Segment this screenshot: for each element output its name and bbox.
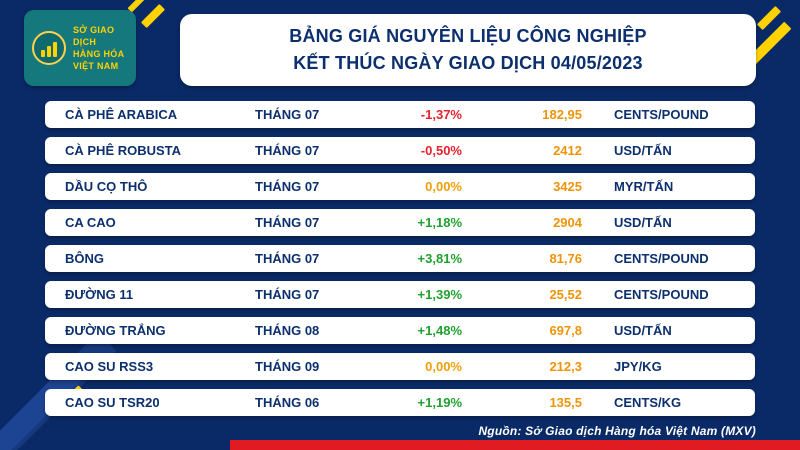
commodity-row: CAO SU TSR20 THÁNG 06 +1,19% 135,5 CENTS… — [45, 389, 755, 416]
contract-month: THÁNG 07 — [255, 251, 320, 266]
price-unit: CENTS/KG — [614, 395, 682, 410]
logo-line-2: HÀNG HÓA — [73, 49, 125, 59]
price-value: 697,8 — [549, 323, 582, 338]
commodity-name: DẦU CỌ THÔ — [65, 179, 148, 194]
change-percent: +1,39% — [417, 287, 462, 302]
change-percent: -1,37% — [420, 107, 462, 122]
contract-month: THÁNG 06 — [255, 395, 320, 410]
logo-line-3: VIỆT NAM — [73, 61, 119, 72]
price-value: 212,3 — [549, 359, 582, 374]
change-percent: +1,18% — [417, 215, 462, 230]
price-unit: USD/TẤN — [614, 323, 672, 338]
price-value: 81,76 — [549, 251, 582, 266]
commodity-name: CAO SU RSS3 — [65, 359, 154, 374]
price-value: 25,52 — [549, 287, 582, 302]
price-value: 2904 — [553, 215, 582, 230]
price-table: CÀ PHÊ ARABICA THÁNG 07 -1,37% 182,95 CE… — [45, 101, 755, 416]
yellow-slash-decoration — [140, 3, 166, 29]
price-value: 135,5 — [549, 395, 582, 410]
mxv-logo: SỞ GIAO DỊCH HÀNG HÓA VIỆT NAM — [24, 10, 136, 86]
commodity-row: CÀ PHÊ ROBUSTA THÁNG 07 -0,50% 2412 USD/… — [45, 137, 755, 164]
price-unit: CENTS/POUND — [614, 107, 709, 122]
contract-month: THÁNG 08 — [255, 323, 320, 338]
commodity-name: CÀ PHÊ ARABICA — [65, 107, 178, 122]
price-unit: USD/TẤN — [614, 143, 672, 158]
price-unit: USD/TẤN — [614, 215, 672, 230]
change-percent: 0,00% — [425, 359, 462, 374]
mxv-emblem-icon — [32, 31, 66, 65]
commodity-name: BÔNG — [65, 251, 104, 266]
commodity-row: CA CAO THÁNG 07 +1,18% 2904 USD/TẤN — [45, 209, 755, 236]
change-percent: 0,00% — [425, 179, 462, 194]
price-unit: MYR/TẤN — [614, 179, 674, 194]
price-value: 182,95 — [542, 107, 582, 122]
title-line-1: BẢNG GIÁ NGUYÊN LIỆU CÔNG NGHIỆP — [289, 26, 647, 46]
title-box: BẢNG GIÁ NGUYÊN LIỆU CÔNG NGHIỆP KẾT THÚ… — [180, 14, 756, 86]
bottom-red-bar — [230, 440, 800, 450]
commodity-row: DẦU CỌ THÔ THÁNG 07 0,00% 3425 MYR/TẤN — [45, 173, 755, 200]
price-value: 2412 — [553, 143, 582, 158]
commodity-row: BÔNG THÁNG 07 +3,81% 81,76 CENTS/POUND — [45, 245, 755, 272]
source-note: Nguồn: Sở Giao dịch Hàng hóa Việt Nam (M… — [478, 424, 756, 438]
commodity-name: CA CAO — [65, 215, 116, 230]
commodity-name: CAO SU TSR20 — [65, 395, 160, 410]
contract-month: THÁNG 07 — [255, 215, 320, 230]
logo-line-1: SỞ GIAO DỊCH — [73, 24, 115, 47]
mxv-logo-text: SỞ GIAO DỊCH HÀNG HÓA VIỆT NAM — [73, 24, 128, 73]
title-line-2: KẾT THÚC NGÀY GIAO DỊCH 04/05/2023 — [293, 53, 643, 73]
contract-month: THÁNG 07 — [255, 179, 320, 194]
price-value: 3425 — [553, 179, 582, 194]
change-percent: +1,48% — [417, 323, 462, 338]
commodity-name: ĐƯỜNG 11 — [65, 287, 134, 302]
commodity-name: ĐƯỜNG TRẮNG — [65, 323, 166, 338]
commodity-row: CAO SU RSS3 THÁNG 09 0,00% 212,3 JPY/KG — [45, 353, 755, 380]
change-percent: -0,50% — [420, 143, 462, 158]
contract-month: THÁNG 07 — [255, 143, 320, 158]
commodity-name: CÀ PHÊ ROBUSTA — [65, 143, 182, 158]
contract-month: THÁNG 09 — [255, 359, 320, 374]
commodity-row: CÀ PHÊ ARABICA THÁNG 07 -1,37% 182,95 CE… — [45, 101, 755, 128]
commodity-row: ĐƯỜNG TRẮNG THÁNG 08 +1,48% 697,8 USD/TẤ… — [45, 317, 755, 344]
contract-month: THÁNG 07 — [255, 287, 320, 302]
change-percent: +1,19% — [417, 395, 462, 410]
yellow-slash-decoration — [756, 5, 782, 31]
price-unit: CENTS/POUND — [614, 251, 709, 266]
price-unit: CENTS/POUND — [614, 287, 709, 302]
price-unit: JPY/KG — [614, 359, 662, 374]
change-percent: +3,81% — [417, 251, 462, 266]
commodity-row: ĐƯỜNG 11 THÁNG 07 +1,39% 25,52 CENTS/POU… — [45, 281, 755, 308]
contract-month: THÁNG 07 — [255, 107, 320, 122]
